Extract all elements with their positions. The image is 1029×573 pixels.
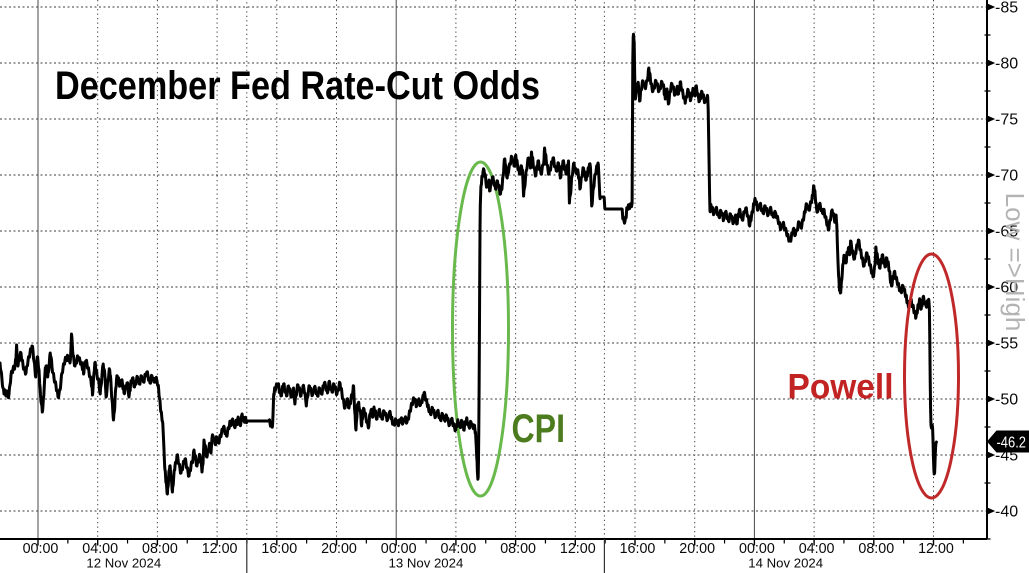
- svg-text:-60: -60: [995, 280, 1018, 297]
- svg-text:12:00: 12:00: [202, 541, 238, 557]
- svg-text:-55: -55: [995, 336, 1018, 353]
- svg-text:08:00: 08:00: [500, 541, 536, 557]
- svg-text:-65: -65: [995, 224, 1018, 241]
- svg-text:04:00: 04:00: [799, 541, 835, 557]
- svg-text:12:00: 12:00: [560, 541, 596, 557]
- svg-text:08:00: 08:00: [858, 541, 894, 557]
- svg-text:20:00: 20:00: [679, 541, 715, 557]
- svg-text:00:00: 00:00: [381, 541, 417, 557]
- svg-text:16:00: 16:00: [620, 541, 656, 557]
- svg-text:00:00: 00:00: [23, 541, 59, 557]
- svg-text:Low =>High: Low =>High: [1000, 193, 1029, 332]
- svg-text:CPI: CPI: [512, 407, 566, 451]
- svg-text:-40: -40: [995, 504, 1018, 521]
- svg-text:Powell: Powell: [788, 368, 894, 407]
- svg-text:04:00: 04:00: [82, 541, 118, 557]
- svg-text:00:00: 00:00: [739, 541, 775, 557]
- svg-text:08:00: 08:00: [142, 541, 178, 557]
- svg-text:20:00: 20:00: [321, 541, 357, 557]
- svg-text:-80: -80: [995, 56, 1018, 73]
- svg-text:-75: -75: [995, 112, 1018, 129]
- svg-text:12 Nov 2024: 12 Nov 2024: [86, 556, 161, 571]
- svg-text:13 Nov 2024: 13 Nov 2024: [389, 556, 464, 571]
- svg-text:14 Nov 2024: 14 Nov 2024: [748, 556, 823, 571]
- svg-text:-85: -85: [995, 0, 1018, 17]
- svg-text:December Fed Rate-Cut Odds: December Fed Rate-Cut Odds: [55, 64, 540, 108]
- svg-text:12:00: 12:00: [918, 541, 954, 557]
- svg-text:-70: -70: [995, 168, 1018, 185]
- svg-text:16:00: 16:00: [261, 541, 297, 557]
- svg-text:-46.2: -46.2: [997, 435, 1027, 452]
- svg-text:04:00: 04:00: [441, 541, 477, 557]
- svg-text:-50: -50: [995, 392, 1018, 409]
